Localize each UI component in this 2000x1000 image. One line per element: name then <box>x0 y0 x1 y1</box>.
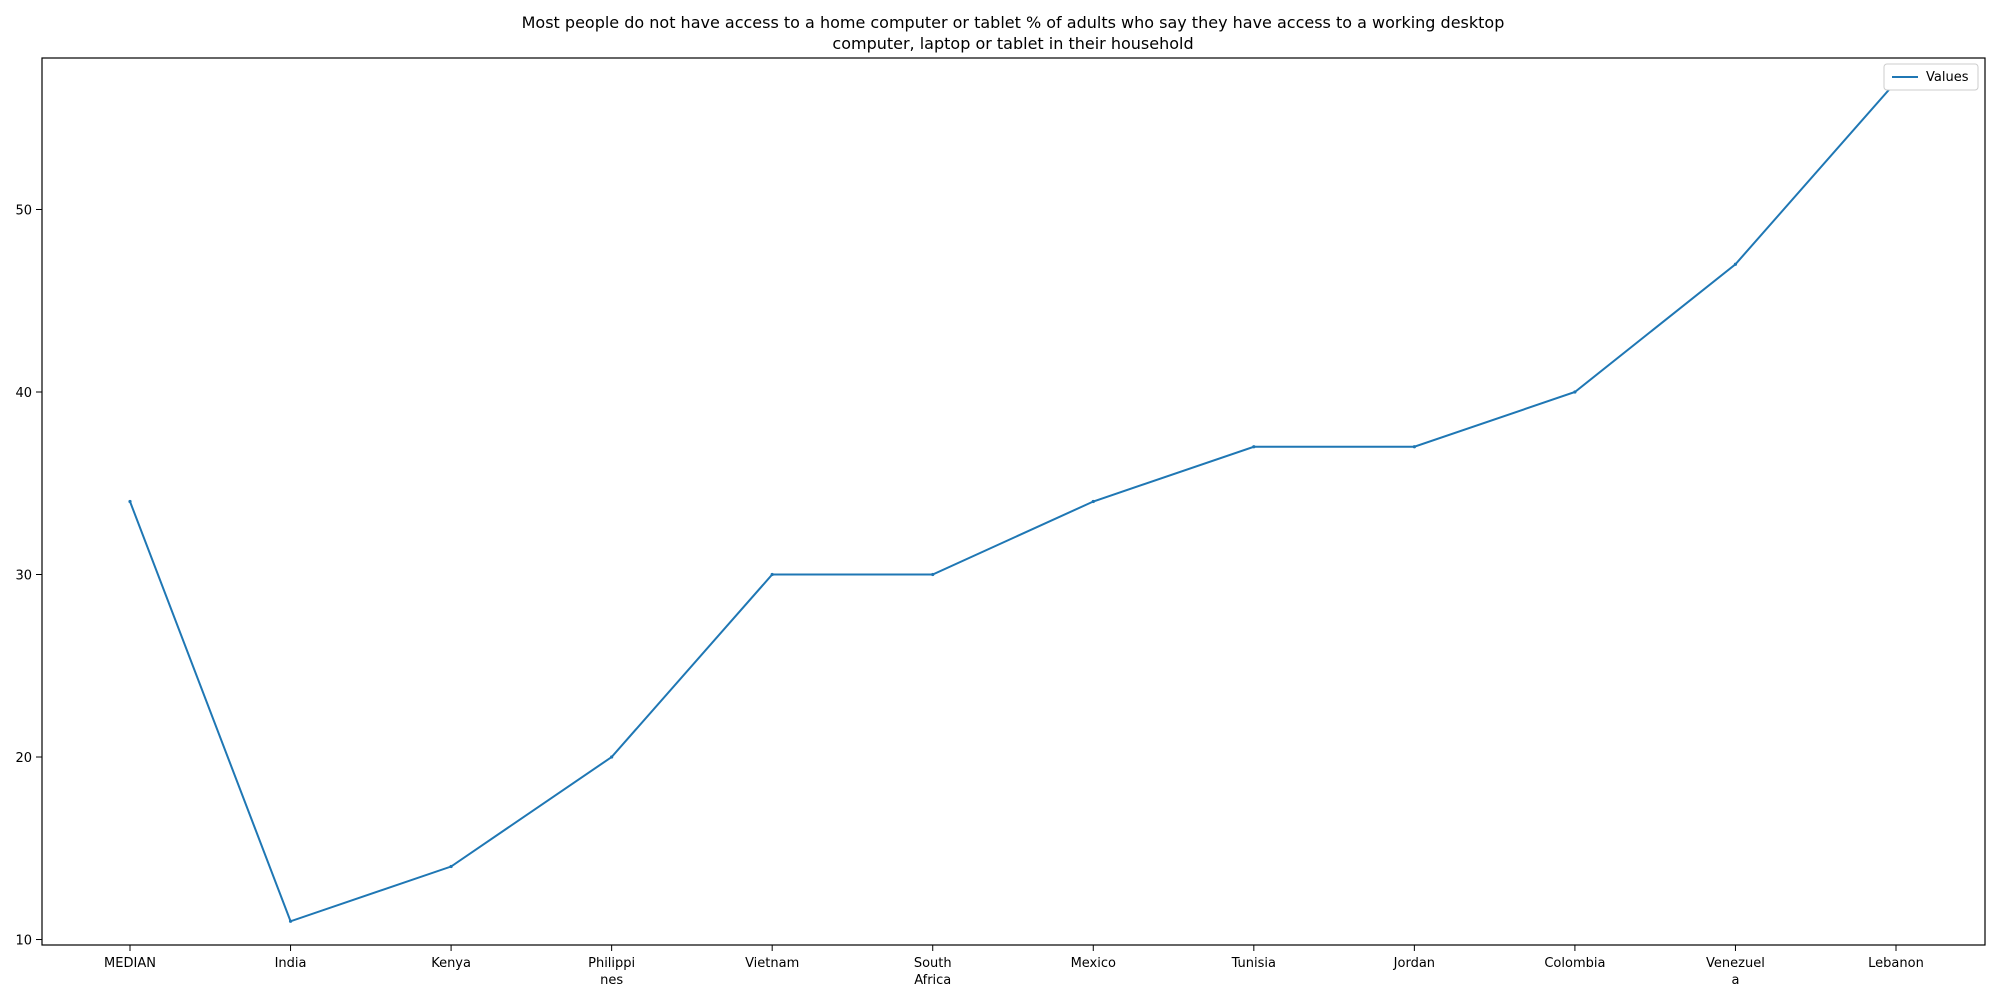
legend-label: Values <box>1926 70 1969 85</box>
data-point <box>288 919 293 923</box>
x-tick-label: Mexico <box>1071 956 1116 971</box>
series-layer <box>128 80 1898 923</box>
x-tick-label: Kenya <box>431 956 471 971</box>
x-tick-label: a <box>1731 973 1739 988</box>
x-tick-label: Philippi <box>588 956 635 971</box>
x-tick-label: India <box>275 956 307 971</box>
x-tick-label: Africa <box>914 973 951 988</box>
x-tick-label: Venezuel <box>1706 956 1765 971</box>
y-tick-label: 40 <box>15 386 32 401</box>
y-tick-label: 20 <box>15 751 32 766</box>
data-point <box>931 572 935 577</box>
x-tick-label: Jordan <box>1393 956 1435 971</box>
chart-title: Most people do not have access to a home… <box>522 13 1505 53</box>
data-point <box>1733 262 1738 266</box>
x-tick-label: Vietnam <box>745 956 799 971</box>
data-point <box>128 499 132 504</box>
x-tick-label: Colombia <box>1544 956 1605 971</box>
y-axis: 10 20 30 40 50 <box>15 203 42 949</box>
data-point <box>449 864 453 869</box>
y-tick-label: 50 <box>15 203 32 218</box>
chart-title-line: Most people do not have access to a home… <box>522 13 1505 32</box>
y-tick-label: 10 <box>15 934 32 949</box>
chart-title-line: computer, laptop or tablet in their hous… <box>832 34 1193 53</box>
series-line-values <box>129 81 1897 923</box>
x-tick-label: South <box>914 956 952 971</box>
plot-area-frame <box>41 57 1986 946</box>
x-tick-label: Tunisia <box>1231 956 1276 971</box>
legend: Values <box>1883 63 1979 91</box>
data-point <box>610 755 614 759</box>
x-tick-label: MEDIAN <box>104 956 156 971</box>
data-point <box>1252 445 1256 449</box>
x-tick-label: nes <box>600 973 623 988</box>
x-axis: MEDIAN India Kenya Philippi nes Vietnam South A… <box>104 945 1924 988</box>
y-tick-label: 30 <box>15 569 32 584</box>
legend-box <box>1883 63 1979 91</box>
data-point <box>1091 499 1095 504</box>
data-point <box>1412 445 1416 449</box>
data-point <box>770 572 774 577</box>
x-tick-label: Lebanon <box>1868 956 1924 971</box>
data-point <box>1573 390 1577 394</box>
